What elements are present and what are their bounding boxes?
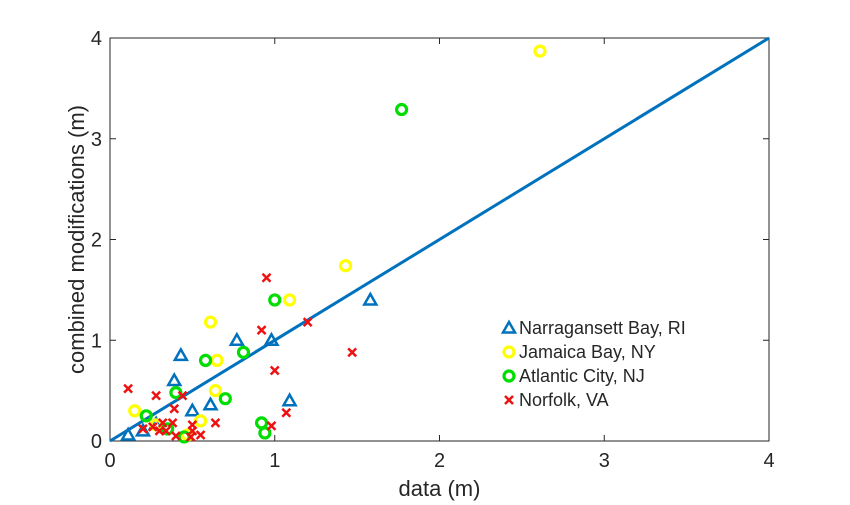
y-tick-label: 4 [91,28,102,50]
data-point [208,384,223,398]
data-point [166,372,183,387]
legend-entry-label: Atlantic City, NJ [519,366,645,386]
data-point [172,346,189,362]
data-point [228,331,246,346]
data-point [139,409,153,423]
data-point [128,404,142,418]
data-point [151,390,162,401]
legend-marker [502,345,516,359]
y-tick-label: 1 [91,330,102,352]
series-group [123,272,358,442]
data-point [258,426,272,440]
reference-line [109,36,770,443]
x-tick-label: 0 [104,450,115,472]
x-axis-label: data (m) [399,476,481,501]
legend-entry-label: Norfolk, VA [519,390,609,410]
data-point [210,417,221,428]
data-point [167,417,178,428]
y-tick-label: 0 [91,431,102,453]
legend-marker [504,395,514,405]
x-tick-label: 3 [599,450,610,472]
data-point [282,293,297,307]
data-point [161,426,171,436]
data-point [195,430,206,440]
data-point [169,403,180,414]
data-point [184,402,201,417]
data-point [119,426,137,441]
data-point [123,383,134,394]
data-point [266,421,277,431]
data-point [157,417,168,428]
legend: Narragansett Bay, RI Jamaica Bay, NY Atlan… [500,318,686,410]
data-point [281,392,298,407]
data-point [171,431,181,441]
legend-entry-label: Narragansett Bay, RI [519,318,686,338]
data-point [236,345,251,359]
data-point [202,396,219,411]
legend-entry-label: Jamaica Bay, NY [519,342,656,362]
data-point [302,317,313,327]
data-point [218,392,232,406]
data-point [187,419,198,430]
data-point [256,325,267,336]
data-point [138,424,148,434]
data-point [338,259,353,273]
legend-marker [500,319,518,334]
legend-marker [502,369,516,383]
data-point [177,390,188,401]
y-tick-label: 3 [91,129,102,151]
data-point [281,407,292,418]
data-points [119,44,547,444]
data-point [261,272,272,283]
data-point [347,347,358,358]
data-point [203,315,218,329]
y-axis-label: combined modifications (m) [64,105,89,374]
data-point [198,353,213,367]
x-tick-label: 2 [434,450,445,472]
tick-labels: 0 1 2 3 4 0 1 2 3 4 [91,28,775,472]
data-point [269,365,280,376]
y-tick-label: 2 [91,230,102,252]
data-point [533,44,547,58]
data-point [147,422,158,432]
data-point [362,291,379,306]
x-tick-label: 4 [763,450,774,472]
data-point [395,102,409,117]
x-tick-label: 1 [269,450,280,472]
data-point [263,331,280,346]
data-point [268,293,282,307]
